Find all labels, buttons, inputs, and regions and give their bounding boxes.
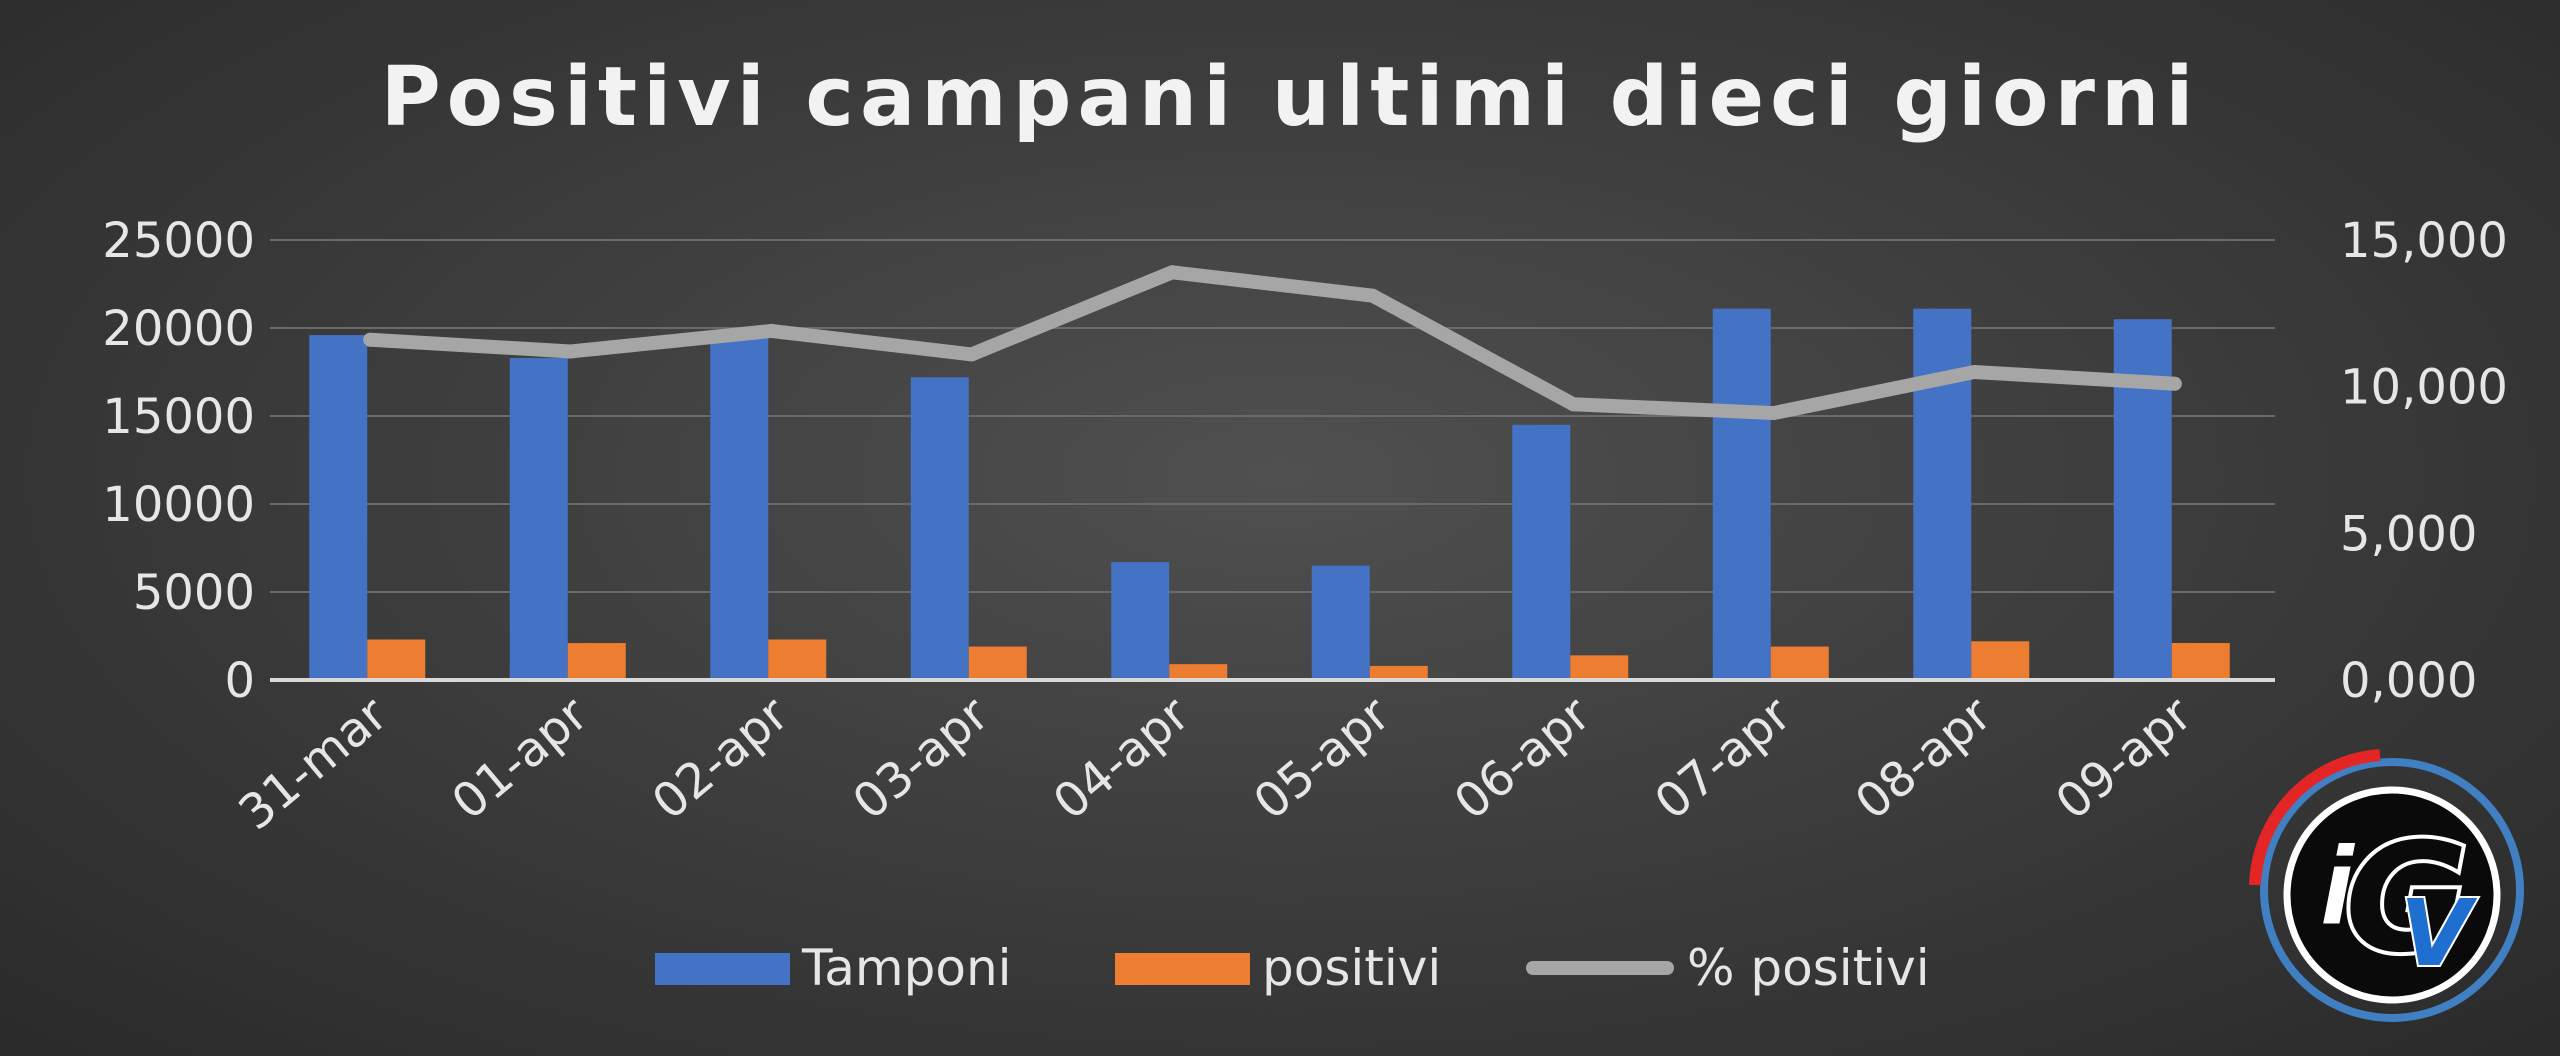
logo-outer-ring <box>2260 758 2524 1022</box>
bar-positivi <box>367 639 426 680</box>
logo-letter-g: G <box>2345 812 2468 986</box>
logo-inner-disc <box>2283 786 2501 1004</box>
line-pct-positivi <box>363 265 2182 421</box>
bar-tamponi <box>2113 319 2172 680</box>
bar-tamponi <box>309 335 368 680</box>
bar-tamponi <box>1712 308 1771 680</box>
line-point <box>1967 365 1982 379</box>
logo-letter-v: V <box>2400 880 2478 987</box>
bar-tamponi <box>1111 562 1170 680</box>
bar-positivi <box>968 646 1027 680</box>
line-point <box>1566 397 1581 412</box>
line-point <box>1766 406 1781 421</box>
bar-positivi <box>1570 655 1629 680</box>
y-left-tick-label: 15000 <box>102 389 255 445</box>
legend-swatch-positivi <box>1115 953 1250 985</box>
line-point <box>563 344 578 359</box>
line-series <box>363 265 2182 421</box>
line-point <box>764 323 779 338</box>
bar-positivi <box>1770 646 1829 680</box>
line-point <box>1365 288 1380 303</box>
y-right-tick-label: 10,000 <box>2340 360 2508 416</box>
y-right-tick-label: 15,000 <box>2340 213 2508 269</box>
line-point <box>964 347 979 362</box>
legend: Tamponi positivi % positivi <box>655 939 1930 997</box>
bar-positivi <box>2171 643 2230 680</box>
legend-label-tamponi: Tamponi <box>801 939 1012 997</box>
legend-label-positivi: positivi <box>1262 939 1441 997</box>
bar-tamponi <box>1512 424 1571 680</box>
y-right-tick-label: 0,000 <box>2340 653 2477 709</box>
gridlines <box>270 239 2275 593</box>
line-point <box>1165 265 1180 280</box>
logo-letter-i: i <box>2318 823 2357 951</box>
bar-positivi <box>1169 664 1228 680</box>
bar-tamponi <box>710 336 769 680</box>
x-tick-label: 06-apr <box>1444 686 1601 831</box>
x-tick-label: 04-apr <box>1043 686 1200 831</box>
line-point <box>363 332 378 347</box>
x-tick-label: 31-mar <box>228 686 398 841</box>
x-tick-label: 02-apr <box>642 686 799 831</box>
bar-positivi <box>1971 641 2030 680</box>
chart-title: Positivi campani ultimi dieci giorni <box>381 50 2200 145</box>
igv-logo: i G V <box>2249 749 2524 1022</box>
y-left-tick-label: 0 <box>224 653 255 709</box>
bar-tamponi <box>509 357 568 680</box>
y-left-tick-label: 5000 <box>133 565 255 621</box>
y-right-tick-label: 5,000 <box>2340 506 2477 562</box>
y-left-tick-label: 20000 <box>102 301 255 357</box>
bar-tamponi <box>1913 308 1972 680</box>
x-tick-label: 09-apr <box>2045 686 2202 831</box>
legend-label-positivi: % positivi <box>1687 939 1930 997</box>
y-left-tick-label: 10000 <box>102 477 255 533</box>
y-left-tick-label: 25000 <box>102 213 255 269</box>
line-point <box>2167 376 2182 391</box>
x-tick-label: 05-apr <box>1243 686 1400 831</box>
x-tick-label: 07-apr <box>1644 686 1801 831</box>
legend-swatch-tamponi <box>655 953 790 985</box>
bars <box>309 308 2230 680</box>
x-tick-label: 01-apr <box>441 686 598 831</box>
bar-positivi <box>768 639 827 680</box>
bar-tamponi <box>910 377 969 680</box>
x-tick-label: 03-apr <box>842 686 999 831</box>
bar-positivi <box>1369 665 1428 680</box>
bar-positivi <box>567 643 626 680</box>
x-tick-label: 08-apr <box>1845 686 2002 831</box>
logo-red-arc <box>2249 749 2381 886</box>
bar-tamponi <box>1311 565 1370 680</box>
